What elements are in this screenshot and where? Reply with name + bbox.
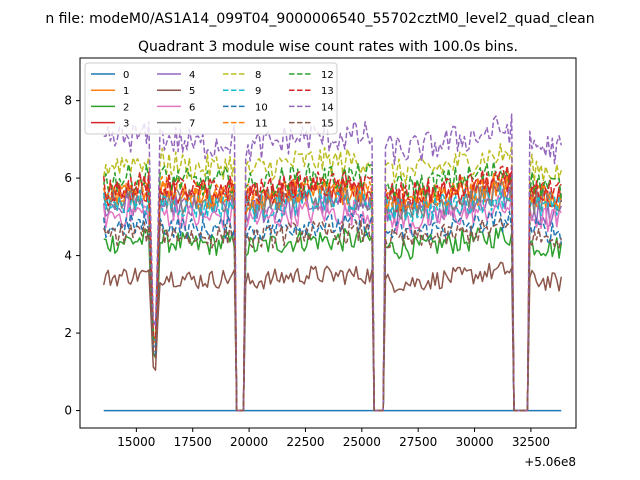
series-line-2 [103,226,563,412]
legend-label-14: 14 [321,102,334,113]
x-tick-label: 15000 [117,435,155,449]
x-tick-label: 30000 [455,435,493,449]
y-axis: 0 2 4 6 8 [64,94,80,418]
series-line-10 [102,210,563,412]
series-lines [102,113,563,412]
series-line-13 [102,165,562,412]
x-axis-offset-label: +5.06e8 [524,455,576,469]
legend-label-5: 5 [189,86,195,97]
legend-box [84,62,338,135]
legend-label-9: 9 [255,86,261,97]
legend-label-3: 3 [123,119,129,130]
legend-label-2: 2 [123,102,129,113]
legend-label-7: 7 [189,119,195,130]
plot-frame [79,57,577,429]
series-line-15 [102,217,563,412]
legend-label-10: 10 [255,102,268,113]
legend-label-1: 1 [123,86,129,97]
x-axis: 15000 17500 20000 22500 25000 27500 30000 32500 [117,428,550,449]
x-tick-label: 17500 [174,435,212,449]
y-tick-label: 8 [64,94,72,108]
legend-label-6: 6 [189,102,195,113]
x-tick-label: 32500 [512,435,550,449]
y-tick-label: 0 [64,404,72,418]
series-line-11 [102,170,563,412]
legend-label-11: 11 [255,119,268,130]
x-tick-label: 20000 [230,435,268,449]
series-line-6 [102,193,562,412]
series-line-5 [102,261,563,412]
x-tick-label: 27500 [399,435,437,449]
series-line-8 [102,143,563,412]
figure-suptitle: n file: modeM0/AS1A14_099T04_9000006540_… [45,11,594,27]
legend-label-15: 15 [321,119,334,130]
legend-label-0: 0 [123,70,129,81]
legend-label-12: 12 [321,70,334,81]
y-tick-label: 6 [64,171,72,185]
chart-title: Quadrant 3 module wise count rates with … [138,39,518,55]
x-tick-label: 25000 [343,435,381,449]
legend-label-4: 4 [189,70,195,81]
legend-label-8: 8 [255,70,261,81]
y-tick-label: 4 [64,249,72,263]
x-tick-label: 22500 [286,435,324,449]
legend-label-13: 13 [321,86,334,97]
y-tick-label: 2 [64,326,72,340]
